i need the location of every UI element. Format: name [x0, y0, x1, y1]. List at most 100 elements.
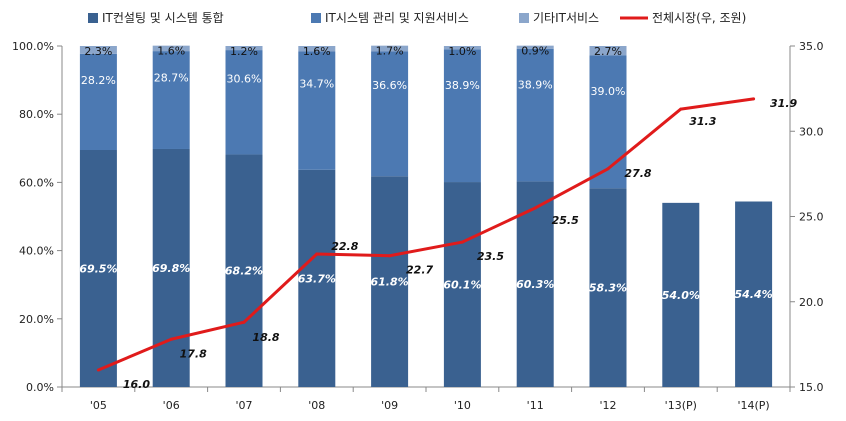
bar-label-0: 69.5% — [79, 263, 117, 276]
legend-label-1: IT시스템 관리 및 지원서비스 — [325, 11, 469, 25]
bar-segment-1 — [371, 51, 409, 177]
line-point — [242, 320, 246, 324]
x-tick-label: '07 — [235, 399, 252, 412]
line-value-label: 16.0 — [123, 378, 150, 391]
x-tick-label: '12 — [599, 399, 616, 412]
bar-label-0: 58.3% — [589, 282, 627, 295]
bar-label-0: 60.1% — [443, 279, 481, 292]
bar-segment-2 — [371, 45, 409, 52]
y-right-tick-label: 20.0 — [799, 296, 824, 309]
x-tick-label: '08 — [308, 399, 325, 412]
x-tick-label: '06 — [163, 399, 180, 412]
bar-label-1: 36.6% — [372, 79, 407, 92]
bar-segment-0 — [662, 202, 700, 387]
bars — [79, 45, 773, 387]
legend-swatch-2 — [519, 13, 529, 23]
bar-segment-0 — [443, 182, 481, 387]
line-value-label: 31.9 — [770, 97, 797, 110]
x-tick-label: '09 — [381, 399, 398, 412]
legend-label-2: 기타IT서비스 — [533, 11, 599, 25]
x-tick-label: '05 — [90, 399, 107, 412]
bar-label-2: 1.7% — [376, 45, 404, 58]
line-series — [96, 97, 756, 372]
bar-segment-2 — [516, 45, 554, 49]
legend-swatch-1 — [311, 13, 321, 23]
bar-label-1: 34.7% — [299, 77, 334, 90]
bar-label-1: 39.0% — [591, 85, 626, 98]
bar-segment-0 — [735, 201, 773, 387]
x-tick-label: '13(P) — [665, 399, 697, 412]
line-point — [679, 107, 683, 111]
bar-segment-0 — [225, 154, 263, 387]
y-right-tick-label: 15.0 — [799, 381, 824, 394]
bar-label-2: 1.0% — [448, 45, 476, 58]
bar-segment-0 — [298, 169, 336, 387]
bar-segment-2 — [152, 45, 190, 52]
line-point — [533, 206, 537, 210]
bar-label-2: 1.2% — [230, 45, 258, 58]
bar-segment-2 — [443, 46, 481, 50]
bar-label-1: 28.7% — [154, 72, 189, 85]
line-point — [96, 368, 100, 372]
line-point — [752, 97, 756, 101]
y-right-tick-label: 35.0 — [799, 40, 824, 53]
bar-segment-2 — [225, 46, 263, 51]
x-tick-label: '10 — [454, 399, 471, 412]
x-tick-label: '14(P) — [737, 399, 769, 412]
line-point — [315, 252, 319, 256]
bar-segment-1 — [443, 49, 481, 183]
bar-segment-2 — [79, 46, 117, 54]
bar-segment-1 — [589, 55, 627, 189]
bar-label-0: 69.8% — [152, 262, 190, 275]
y-left-tick-label: 60.0% — [19, 176, 54, 189]
legend-label-0: IT컨설팅 및 시스템 통합 — [102, 11, 224, 25]
line-value-label: 22.7 — [406, 264, 433, 277]
bar-label-2: 1.6% — [303, 45, 331, 58]
line-point — [388, 254, 392, 258]
line-point — [606, 167, 610, 171]
line-value-label: 22.8 — [331, 240, 358, 253]
bar-segment-0 — [516, 181, 554, 387]
y-right-tick-label: 30.0 — [799, 125, 824, 138]
y-left-tick-label: 20.0% — [19, 313, 54, 326]
bar-label-0: 54.0% — [662, 289, 700, 302]
bar-label-0: 61.8% — [371, 276, 409, 289]
line-value-label: 18.8 — [252, 331, 279, 344]
axes: 0.0% 20.0% 40.0% 60.0% 80.0% 100.0% 15.0 20.0 25… — [12, 40, 823, 412]
bar-label-0: 63.7% — [298, 272, 336, 285]
bar-label-2: 0.9% — [521, 45, 549, 58]
bar-segment-0 — [371, 176, 409, 387]
bar-segment-2 — [589, 46, 627, 56]
line-value-label: 23.5 — [477, 250, 504, 263]
bar-label-1: 38.9% — [445, 79, 480, 92]
legend-swatch-0 — [88, 13, 98, 23]
line-value-label: 17.8 — [180, 347, 207, 360]
bar-label-1: 30.6% — [227, 72, 262, 85]
bar-label-2: 1.6% — [157, 45, 185, 58]
bar-segment-0 — [589, 188, 627, 387]
line-value-label: 27.8 — [624, 167, 651, 180]
y-left-tick-label: 80.0% — [19, 108, 54, 121]
bar-label-0: 54.4% — [735, 288, 773, 301]
bar-segment-1 — [225, 50, 263, 155]
bar-segment-2 — [298, 46, 336, 52]
bar-label-1: 38.9% — [518, 79, 553, 92]
x-tick-label: '11 — [527, 399, 544, 412]
y-left-tick-label: 0.0% — [26, 381, 54, 394]
y-right-tick-label: 25.0 — [799, 211, 824, 224]
bar-segment-1 — [152, 51, 190, 149]
line-point — [169, 337, 173, 341]
line-value-label: 25.5 — [552, 214, 579, 227]
total-market-line — [97, 97, 754, 372]
bar-label-2: 2.3% — [84, 45, 112, 58]
bar-segment-0 — [79, 150, 117, 387]
line-point — [460, 240, 464, 244]
bar-label-0: 60.3% — [516, 278, 554, 291]
bar-label-0: 68.2% — [225, 265, 263, 278]
bar-segment-1 — [79, 53, 117, 151]
line-value-label: 31.3 — [689, 115, 716, 128]
bar-segment-0 — [152, 148, 190, 387]
legend-label-3: 전체시장(우, 조원) — [652, 11, 746, 25]
line-labels: 16.0 17.8 18.8 22.8 22.7 23.5 25.5 27.8 31.3 31.9 — [123, 97, 798, 391]
